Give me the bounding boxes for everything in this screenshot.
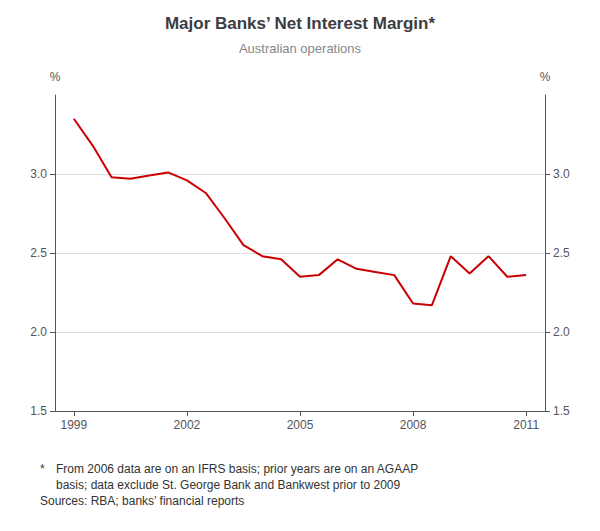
svg-text:2.5: 2.5	[30, 246, 47, 260]
svg-text:2005: 2005	[287, 418, 314, 432]
svg-text:2011: 2011	[513, 418, 539, 432]
svg-text:Major Banks’ Net Interest Marg: Major Banks’ Net Interest Margin*	[165, 14, 436, 33]
svg-text:%: %	[50, 70, 61, 84]
svg-text:From 2006 data are on an IFRS: From 2006 data are on an IFRS basis; pri…	[56, 462, 418, 476]
svg-text:3.0: 3.0	[30, 167, 47, 181]
svg-text:1.5: 1.5	[553, 404, 570, 418]
svg-text:basis; data exclude St. George: basis; data exclude St. George Bank and …	[56, 478, 401, 492]
svg-text:1.5: 1.5	[30, 404, 47, 418]
svg-text:1999: 1999	[60, 418, 87, 432]
svg-text:2008: 2008	[400, 418, 427, 432]
svg-text:*: *	[40, 462, 45, 476]
svg-text:%: %	[540, 70, 551, 84]
svg-text:2.5: 2.5	[553, 246, 570, 260]
svg-text:Sources: RBA; banks’ financial: Sources: RBA; banks’ financial reports	[40, 494, 244, 508]
svg-text:2002: 2002	[174, 418, 201, 432]
svg-text:2.0: 2.0	[553, 325, 570, 339]
svg-text:Australian operations: Australian operations	[239, 41, 362, 56]
svg-text:3.0: 3.0	[553, 167, 570, 181]
svg-text:2.0: 2.0	[30, 325, 47, 339]
